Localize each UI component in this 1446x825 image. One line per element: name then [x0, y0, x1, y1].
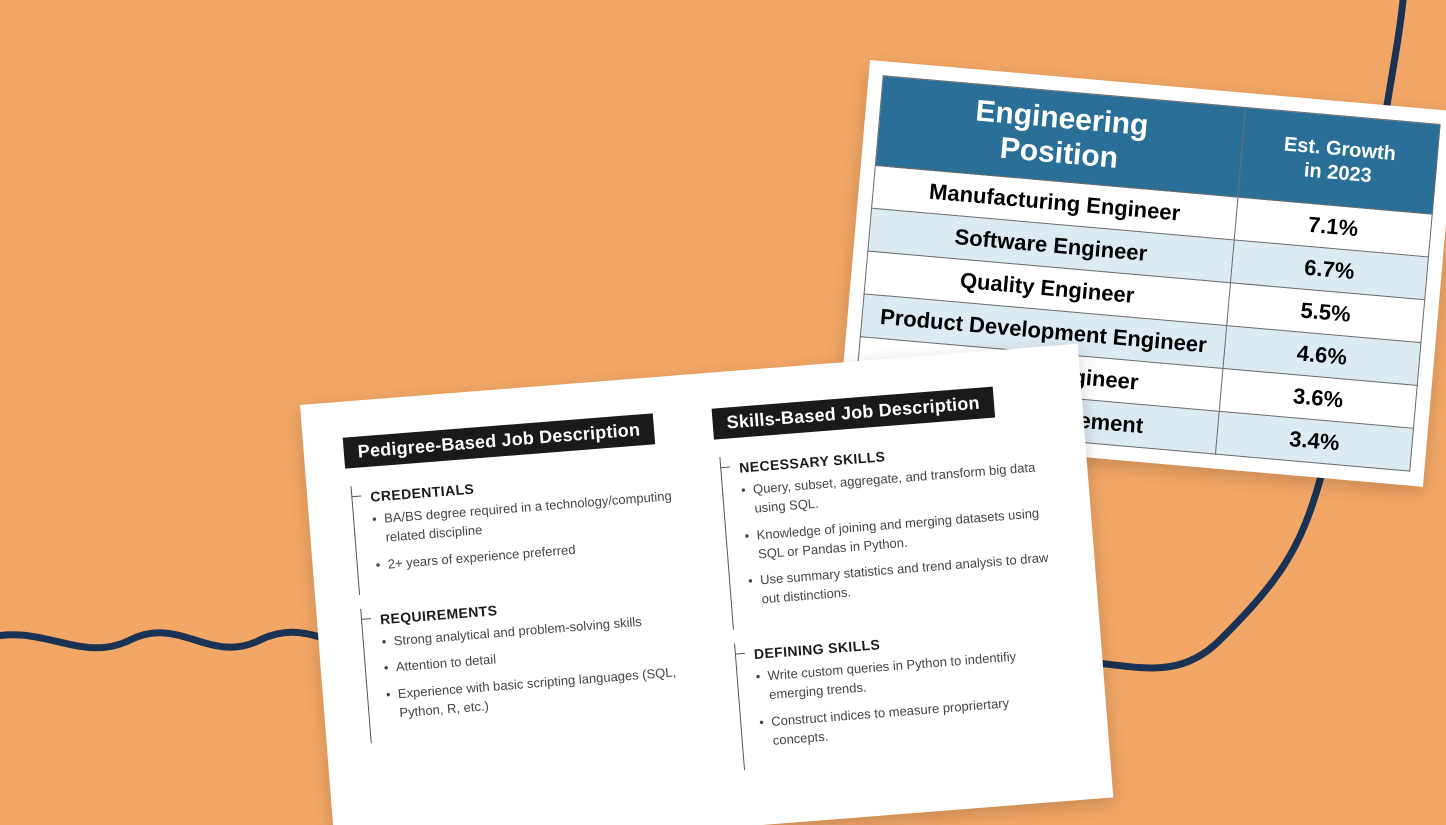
jd-left-title: Pedigree-Based Job Description — [343, 413, 656, 468]
jd-section: NECESSARY SKILLSQuery, subset, aggregate… — [719, 432, 1058, 630]
jd-section: DEFINING SKILLSWrite custom queries in P… — [734, 618, 1069, 771]
jd-item-list: Query, subset, aggregate, and transform … — [740, 458, 1056, 611]
jd-right-column: Skills-Based Job Description NECESSARY S… — [712, 383, 1071, 785]
jd-section: REQUIREMENTSStrong analytical and proble… — [360, 583, 696, 744]
jd-right-title: Skills-Based Job Description — [712, 387, 995, 440]
jd-item-list: Write custom queries in Python to indent… — [755, 644, 1068, 751]
stage: EngineeringPosition Est. Growthin 2023 M… — [0, 0, 1446, 825]
job-description-card: Pedigree-Based Job Description CREDENTIA… — [300, 344, 1113, 825]
jd-item-list: Strong analytical and problem-solving sk… — [381, 609, 694, 724]
jd-section: CREDENTIALSBA/BS degree required in a te… — [351, 461, 685, 595]
table-header-growth: Est. Growthin 2023 — [1238, 107, 1440, 214]
jd-left-column: Pedigree-Based Job Description CREDENTIA… — [343, 412, 702, 814]
